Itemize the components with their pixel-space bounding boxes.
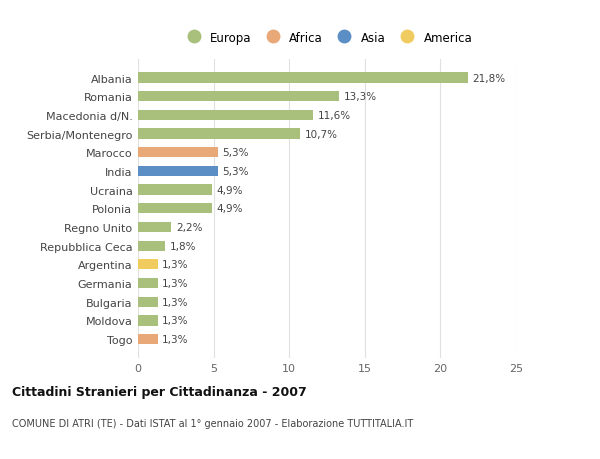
Text: 1,3%: 1,3% [162,334,188,344]
Text: Cittadini Stranieri per Cittadinanza - 2007: Cittadini Stranieri per Cittadinanza - 2… [12,386,307,398]
Text: 4,9%: 4,9% [217,185,243,195]
Text: 1,3%: 1,3% [162,316,188,326]
Text: 1,3%: 1,3% [162,279,188,288]
Text: 21,8%: 21,8% [472,73,505,84]
Text: 5,3%: 5,3% [223,148,249,158]
Text: 11,6%: 11,6% [318,111,351,121]
Text: 1,3%: 1,3% [162,297,188,307]
Bar [138,92,339,102]
Bar [138,316,158,326]
Bar [138,167,218,177]
Text: COMUNE DI ATRI (TE) - Dati ISTAT al 1° gennaio 2007 - Elaborazione TUTTITALIA.IT: COMUNE DI ATRI (TE) - Dati ISTAT al 1° g… [12,418,413,428]
Bar [138,73,467,84]
Text: 5,3%: 5,3% [223,167,249,177]
Bar [138,129,300,140]
Legend: Europa, Africa, Asia, America: Europa, Africa, Asia, America [177,27,477,49]
Bar [138,148,218,158]
Bar [138,297,158,307]
Bar [138,204,212,214]
Bar [138,278,158,289]
Text: 2,2%: 2,2% [176,223,202,232]
Text: 1,8%: 1,8% [170,241,196,251]
Bar [138,260,158,270]
Text: 10,7%: 10,7% [304,129,337,139]
Bar [138,334,158,344]
Bar [138,241,165,251]
Text: 1,3%: 1,3% [162,260,188,270]
Bar [138,111,313,121]
Text: 4,9%: 4,9% [217,204,243,214]
Bar [138,222,171,233]
Text: 13,3%: 13,3% [344,92,377,102]
Bar [138,185,212,196]
